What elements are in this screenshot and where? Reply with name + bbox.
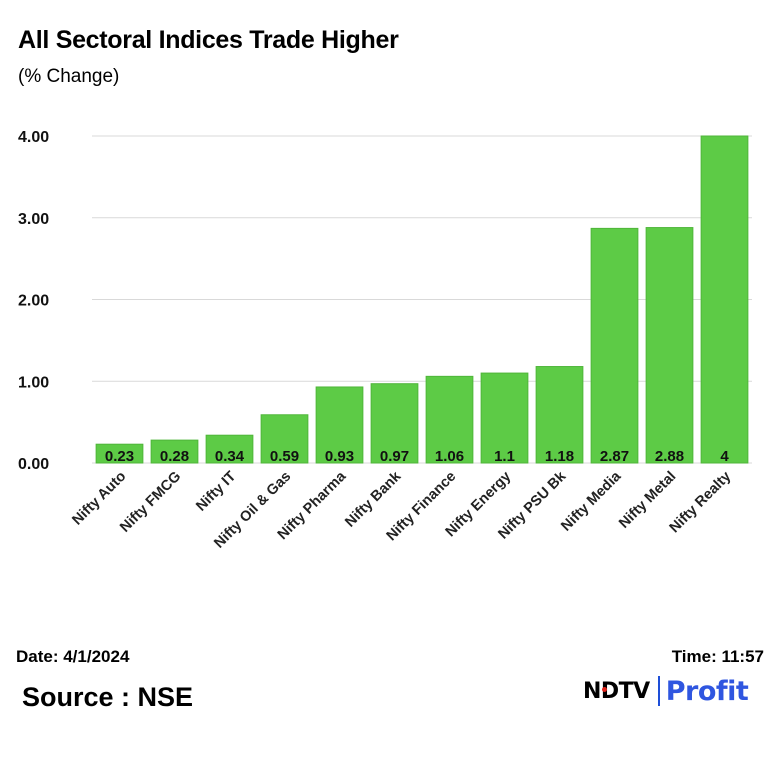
data-label: 0.28 (160, 448, 189, 465)
bar (535, 366, 584, 464)
y-tick-label: 1.00 (18, 374, 49, 391)
y-tick-label: 4.00 (18, 129, 49, 146)
y-tick-label: 0.00 (18, 456, 49, 473)
bar (370, 383, 419, 464)
gridlines (92, 135, 752, 464)
x-tick-label: Nifty Auto (69, 468, 129, 528)
date-label: Date: 4/1/2024 (16, 647, 130, 666)
x-tick-label: Nifty IT (193, 468, 239, 514)
data-label: 2.87 (600, 448, 629, 465)
data-label: 1.18 (545, 448, 574, 465)
bar (480, 372, 529, 464)
bar (260, 414, 309, 464)
data-label: 2.88 (655, 448, 684, 465)
bar (590, 227, 639, 464)
y-tick-label: 3.00 (18, 211, 49, 228)
data-label: 0.34 (215, 448, 245, 465)
bar (315, 386, 364, 464)
y-tick-label: 2.00 (18, 293, 49, 310)
chart-title: All Sectoral Indices Trade Higher (18, 26, 399, 54)
logo-divider (657, 676, 660, 706)
x-tick-label: Nifty Media (558, 468, 625, 535)
y-axis-ticks: 0.00 1.00 2.00 3.00 4.00 (18, 129, 49, 473)
bar (205, 434, 254, 464)
bar (645, 227, 694, 464)
bar (150, 439, 199, 464)
data-label: 0.23 (105, 448, 134, 465)
data-label: 1.1 (494, 448, 515, 465)
ndtv-profit-logo: NDTV Profit (583, 673, 749, 709)
data-labels: 0.23 0.28 0.34 0.59 0.93 0.97 1.06 1.1 1.18 2.87 2… (105, 448, 729, 465)
bar (95, 443, 144, 464)
data-label: 0.59 (270, 448, 299, 465)
logo-ndtv-text: NDTV (583, 678, 650, 704)
data-label: 4 (720, 448, 729, 465)
data-label: 1.06 (435, 448, 464, 465)
source-label: Source : NSE (22, 682, 194, 712)
bar-chart: 0.00 1.00 2.00 3.00 4.00 0.23 0.28 0.34 0.59 0.9… (18, 129, 752, 552)
data-label: 0.93 (325, 448, 354, 465)
chart-subtitle: (% Change) (18, 66, 120, 87)
bar (425, 375, 474, 464)
time-label: Time: 11:57 (671, 647, 764, 666)
logo-profit-text: Profit (665, 675, 749, 707)
data-label: 0.97 (380, 448, 409, 465)
bar (700, 135, 749, 464)
bars (95, 135, 749, 464)
